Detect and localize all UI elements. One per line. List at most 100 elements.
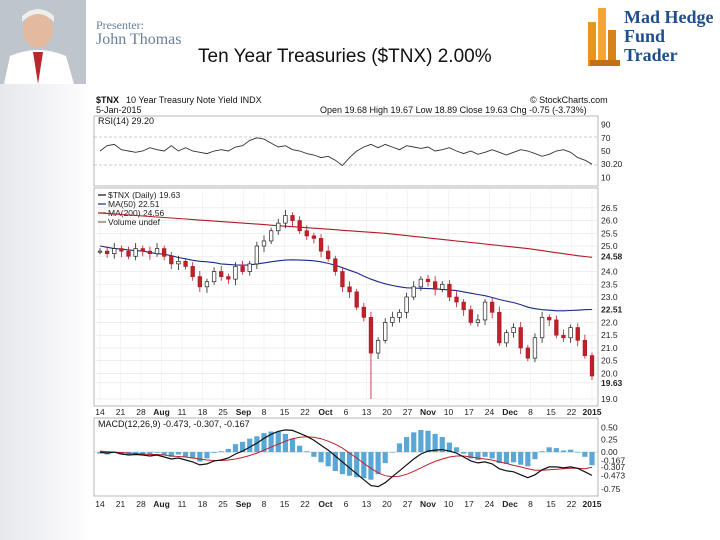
macd-histogram-bar [482,452,488,457]
price-x-tick: 20 [382,407,392,417]
price-candle [290,212,295,227]
macd-histogram-bar [268,431,274,453]
price-x-tick: 13 [362,407,372,417]
price-candle [383,318,388,344]
price-y-tick: 21.0 [601,343,618,353]
macd-x-tick: 24 [485,499,495,509]
macd-histogram-bar [175,452,182,455]
price-legend-entry: Volume undef [108,217,161,227]
macd-histogram-bar [197,452,203,462]
price-candle [333,255,338,276]
macd-x-tick: 22 [300,499,310,509]
price-legend-entry: MA(50) 22.51 [108,199,160,209]
price-x-tick: 10 [444,407,454,417]
macd-histogram-bar [368,452,374,480]
macd-histogram-bar [461,452,467,454]
price-candle [440,281,445,293]
macd-histogram-bar [539,451,545,453]
price-candle [404,292,409,319]
price-candle [468,305,473,326]
price-candle [454,291,459,308]
price-candle [490,297,495,319]
macd-x-tick: 21 [116,499,126,509]
macd-x-tick: 27 [403,499,413,509]
price-candle [518,321,523,355]
macd-histogram-bar [489,452,495,459]
macd-histogram-bar [425,430,431,453]
macd-histogram-bar [560,450,567,453]
price-candle [368,311,374,399]
macd-histogram-bar [389,452,395,453]
price-candle [140,245,145,257]
macd-y-tick: -0.473 [601,470,625,480]
price-candle [568,324,573,343]
price-candle [475,314,481,327]
price-x-tick: Sep [236,407,252,417]
macd-histogram-bar [568,449,574,453]
macd-y-tick: 0.50 [601,422,618,432]
price-y-tick: 23.0 [601,292,618,302]
price-x-tick: 28 [136,407,146,417]
macd-x-tick: 11 [178,499,187,509]
macd-histogram-bar [297,445,303,453]
price-y-tick: 20.0 [601,368,618,378]
price-candle [162,245,167,261]
presenter-block: Presenter: John Thomas [96,18,181,49]
price-y-tick: 21.5 [601,330,618,340]
price-candle [219,265,224,281]
macd-histogram-bar [575,452,581,453]
macd-histogram-bar [204,452,210,459]
slide-left-strip [0,0,92,540]
price-candle [411,281,416,301]
price-candle [276,218,281,235]
macd-histogram-bar [525,452,531,467]
macd-x-tick: 10 [444,499,454,509]
macd-x-tick: 17 [464,499,474,509]
price-candle [261,235,267,253]
price-candle [589,352,595,381]
price-candle [119,245,124,258]
price-candle [97,248,103,255]
price-y-tick: 25.5 [601,228,618,238]
rsi-line [99,137,593,167]
price-candle [575,323,580,347]
chart-ohlc: Open 19.68 High 19.67 Low 18.89 Close 19… [320,105,587,115]
price-x-tick: 21 [116,407,126,417]
price-x-tick: Nov [420,407,436,417]
price-candle [511,323,516,338]
macd-histogram-bar [240,441,246,453]
price-x-tick: 18 [198,407,208,417]
price-x-tick: 8 [262,407,267,417]
macd-histogram-bar [247,438,253,453]
price-candle [547,314,552,327]
macd-histogram-bar [453,447,460,453]
price-candle [482,299,488,326]
macd-histogram-bar [254,436,260,453]
macd-histogram-bar [346,452,353,476]
price-candle [104,246,110,258]
macd-histogram-bar [411,432,417,453]
macd-x-tick: 2015 [583,499,602,509]
price-candle [447,279,452,302]
price-candle [176,255,181,270]
macd-histogram-bar [140,452,146,454]
price-x-tick: 14 [95,407,105,417]
macd-x-tick: 14 [95,499,105,509]
macd-x-tick: 18 [198,499,208,509]
price-candle [169,251,174,269]
rsi-y-tick: 90 [601,120,611,130]
macd-histogram-bar [432,433,438,453]
price-x-tick: 15 [280,407,290,417]
price-y-tick: 20.5 [601,356,618,366]
price-candle [233,262,238,286]
price-candle [390,311,395,327]
macd-histogram-bar [553,448,559,453]
macd-histogram-bar [147,452,153,455]
price-candle [539,311,545,343]
macd-histogram-bar [503,452,510,464]
price-candle [525,344,530,362]
macd-histogram-bar [382,452,388,464]
price-x-tick: 22 [567,407,577,417]
macd-histogram-bar [468,452,474,459]
ma50-line [99,245,593,312]
